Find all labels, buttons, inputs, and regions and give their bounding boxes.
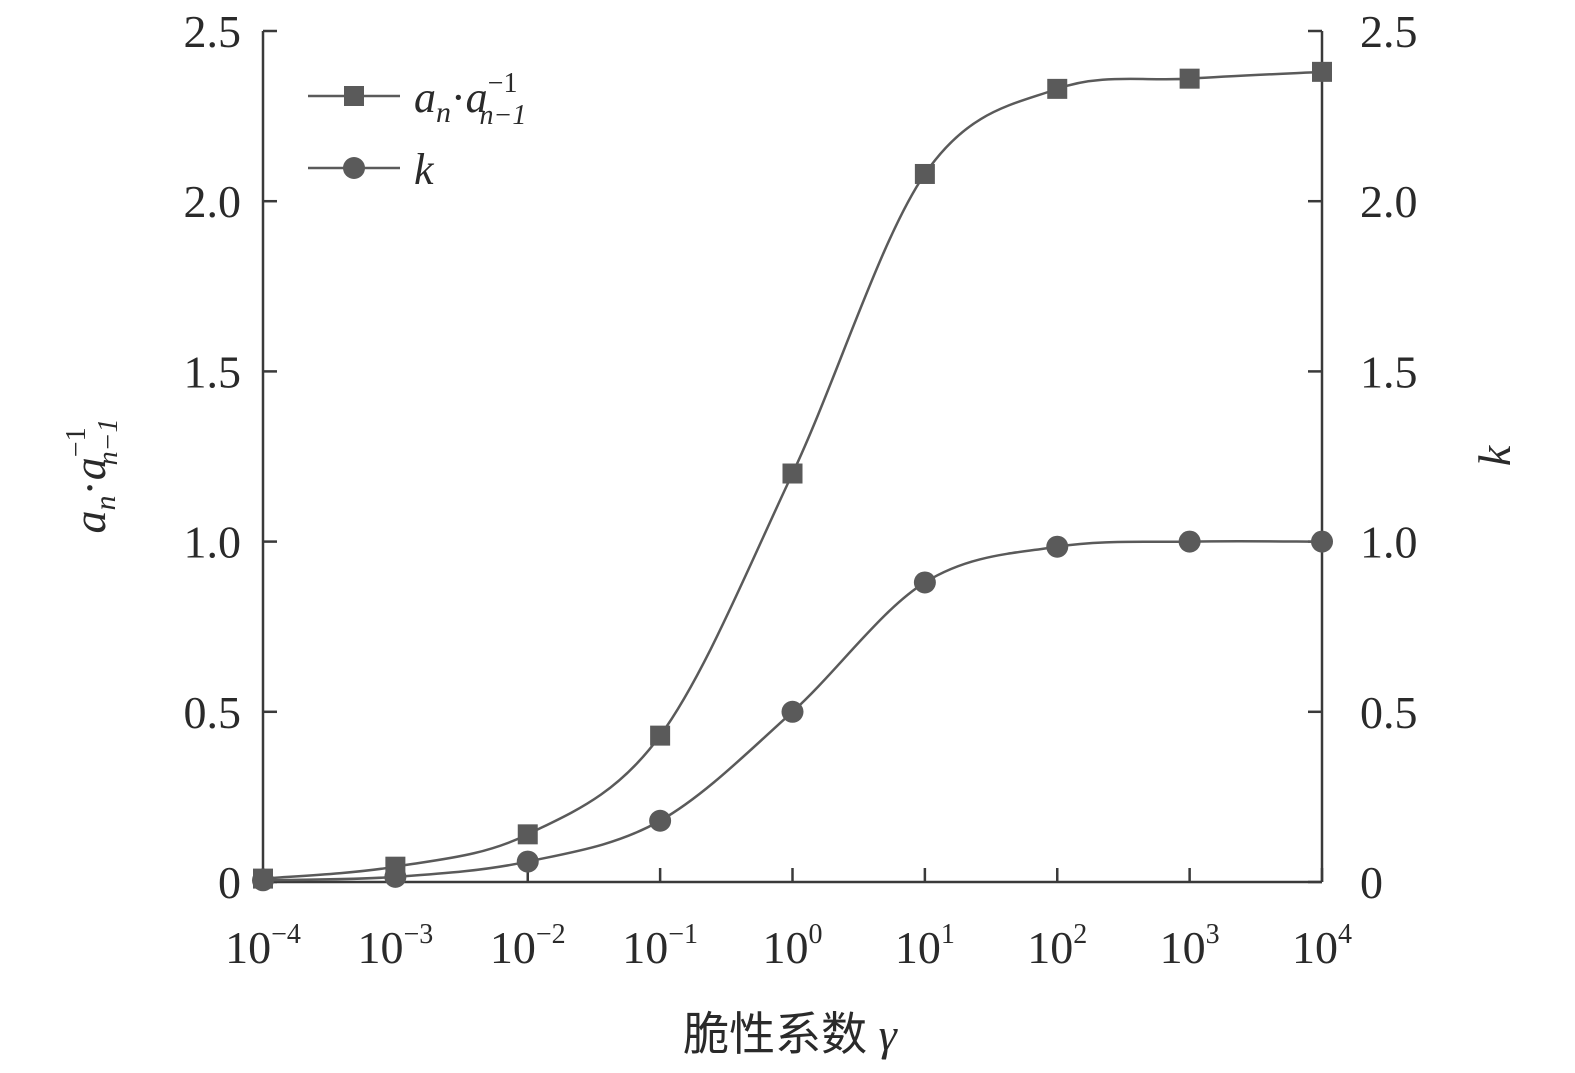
x-tick-exponent: −4 — [271, 919, 301, 950]
legend-subscript-2: n−1 — [479, 100, 526, 131]
x-tick-base: 10 — [357, 922, 403, 973]
x-tick-base: 10 — [622, 922, 668, 973]
y-right-tick-label: 2.5 — [1360, 6, 1418, 57]
x-tick-exponent: 2 — [1073, 919, 1087, 950]
data-point-square — [782, 463, 803, 484]
x-axis-title-text: 脆性系数 — [683, 1009, 879, 1060]
data-point-square — [517, 824, 538, 845]
legend-label-ratio: an·a−1 n−1 — [414, 68, 526, 131]
x-tick-base: 10 — [1160, 922, 1206, 973]
axis-titles: 脆性系数 γan·a−1n−1 k — [61, 418, 1520, 1060]
y-left-tick-label: 0 — [218, 857, 241, 908]
y-left-title-dot: · — [64, 480, 115, 495]
y-left-tick-label: 2.5 — [184, 6, 242, 57]
y-right-axis-title-group: k — [1469, 444, 1520, 466]
data-point-circle — [781, 700, 804, 723]
series-layer — [252, 61, 1333, 892]
y-left-title-symbol-2: a — [64, 457, 115, 480]
data-point-circle — [913, 571, 936, 594]
x-tick-exponent: −2 — [536, 919, 566, 950]
data-point-circle — [384, 865, 407, 888]
data-point-circle — [252, 869, 274, 892]
y-right-tick-label: 0 — [1360, 857, 1383, 908]
x-tick-exponent: 4 — [1338, 919, 1352, 950]
legend-symbol: k — [414, 145, 435, 194]
y-right-tick-label: 2.0 — [1360, 176, 1418, 227]
legend-marker-circle — [343, 157, 365, 179]
x-tick-base: 10 — [225, 922, 271, 973]
x-tick-exponent: 1 — [941, 919, 955, 950]
legend-subscript: n — [436, 96, 451, 129]
data-point-circle — [1178, 530, 1201, 553]
data-point-circle — [1046, 535, 1069, 558]
legend-marker-square — [344, 86, 364, 106]
x-tick-label: 104 — [1292, 919, 1352, 973]
legend: an·a−1 n−1k — [308, 68, 526, 194]
x-axis-title-symbol: γ — [879, 1009, 899, 1060]
axes: 0 00.5 0.51.0 1.01.5 1.52.0 2.02.5 2.510−4 10−3… — [184, 6, 1418, 973]
x-tick-label: 102 — [1027, 919, 1087, 973]
y-left-tick-label: 1.5 — [184, 346, 242, 397]
legend-symbol: a — [414, 73, 436, 122]
x-tick-exponent: 3 — [1206, 919, 1220, 950]
y-left-title-symbol: a — [64, 511, 115, 534]
data-point-circle — [516, 850, 539, 873]
y-left-title-subscript-2: n−1 — [93, 418, 124, 465]
x-tick-label: 100 — [763, 919, 823, 973]
x-tick-base: 10 — [895, 922, 941, 973]
x-tick-base: 10 — [1027, 922, 1073, 973]
x-tick-base: 10 — [763, 922, 809, 973]
y-left-title-superscript: −1 — [61, 427, 92, 457]
x-tick-label: 10−1 — [622, 919, 698, 973]
data-point-circle — [1311, 530, 1333, 553]
x-tick-label: 10−4 — [225, 919, 301, 973]
legend-superscript: −1 — [488, 68, 518, 99]
y-left-title-subscript: n — [89, 496, 122, 511]
data-point-square — [1047, 78, 1068, 99]
y-right-tick-label: 0.5 — [1360, 687, 1418, 738]
x-tick-label: 10−2 — [490, 919, 566, 973]
x-axis-title: 脆性系数 γ — [683, 1009, 899, 1060]
data-point-square — [1312, 61, 1332, 82]
legend-dot: · — [451, 73, 466, 122]
x-tick-exponent: 0 — [809, 919, 823, 950]
data-point-circle — [649, 809, 672, 832]
y-right-axis-title: k — [1469, 444, 1520, 466]
x-tick-label: 10−3 — [357, 919, 433, 973]
x-tick-base: 10 — [490, 922, 536, 973]
x-tick-label: 103 — [1160, 919, 1220, 973]
data-point-square — [1179, 68, 1200, 89]
x-tick-exponent: −3 — [403, 919, 433, 950]
data-point-square — [914, 163, 935, 184]
x-tick-exponent: −1 — [668, 919, 698, 950]
y-left-axis-title: an·a−1n−1 — [61, 418, 124, 533]
y-right-tick-label: 1.5 — [1360, 346, 1418, 397]
y-right-tick-label: 1.0 — [1360, 517, 1418, 568]
x-tick-base: 10 — [1292, 922, 1338, 973]
y-left-tick-label: 0.5 — [184, 687, 242, 738]
y-left-tick-label: 1.0 — [184, 517, 242, 568]
y-left-axis-title-group: an·a−1n−1 — [61, 418, 124, 533]
legend-symbol-2: a — [466, 73, 488, 122]
y-left-tick-label: 2.0 — [184, 176, 242, 227]
legend-label-k: k — [414, 145, 435, 194]
x-tick-label: 101 — [895, 919, 955, 973]
data-point-square — [650, 725, 671, 746]
